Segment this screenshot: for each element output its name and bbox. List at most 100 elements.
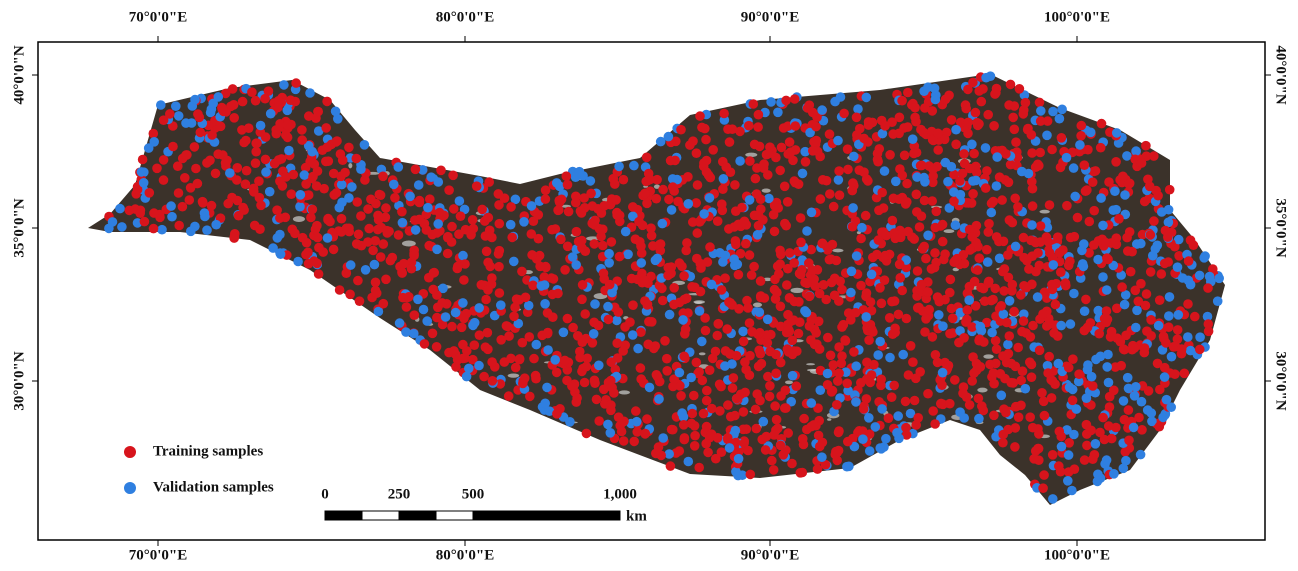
sample-dot — [1186, 280, 1196, 290]
sample-dot — [816, 194, 826, 204]
sample-dot — [398, 218, 408, 228]
sample-dot — [324, 156, 334, 166]
sample-dot — [606, 406, 616, 416]
sample-dot — [603, 302, 613, 312]
sample-dot — [715, 380, 725, 390]
sample-dot — [676, 391, 686, 401]
sample-dot — [428, 329, 438, 339]
sample-dot — [577, 295, 587, 305]
sample-dot — [521, 293, 531, 303]
sample-dot — [751, 405, 761, 415]
sample-dot — [861, 211, 871, 221]
sample-dot — [1080, 306, 1090, 316]
sample-dot — [458, 340, 468, 350]
sample-dot — [1008, 280, 1018, 290]
sample-dot — [229, 100, 239, 110]
sample-dot — [1166, 402, 1176, 412]
sample-dot — [690, 441, 700, 451]
sample-dot — [1075, 140, 1085, 150]
sample-dot — [776, 358, 786, 368]
sample-dot — [821, 295, 831, 305]
sample-dot — [432, 245, 442, 255]
sample-dot — [720, 273, 730, 283]
sample-dot — [717, 199, 727, 209]
sample-dot — [867, 270, 877, 280]
sample-dot — [485, 262, 495, 272]
sample-dot — [992, 232, 1002, 242]
sample-dot — [1057, 133, 1067, 143]
sample-dot — [823, 333, 833, 343]
sample-dot — [1146, 230, 1156, 240]
sample-dot — [658, 433, 668, 443]
sample-dot — [1063, 476, 1073, 486]
sample-dot — [540, 399, 550, 409]
sample-dot — [1143, 175, 1153, 185]
sample-dot — [331, 107, 341, 117]
sample-dot — [1037, 388, 1047, 398]
sample-dot — [745, 250, 755, 260]
sample-dot — [767, 456, 777, 466]
sample-dot — [1077, 121, 1087, 131]
sample-dot — [620, 322, 630, 332]
sample-dot — [1098, 272, 1108, 282]
sample-dot — [639, 276, 649, 286]
sample-dot — [1155, 295, 1165, 305]
sample-dot — [466, 230, 476, 240]
sample-dot — [198, 197, 208, 207]
sample-dot — [887, 392, 897, 402]
sample-dot — [1098, 221, 1108, 231]
sample-dot — [943, 177, 953, 187]
sample-dot — [255, 224, 265, 234]
sample-dot — [857, 223, 867, 233]
sample-dot — [1047, 145, 1057, 155]
sample-dot — [951, 140, 961, 150]
sample-dot — [741, 239, 751, 249]
sample-dot — [1021, 384, 1031, 394]
sample-dot — [749, 262, 759, 272]
sample-dot — [930, 263, 940, 273]
sample-dot — [572, 393, 582, 403]
sample-dot — [604, 249, 614, 259]
sample-dot — [422, 316, 432, 326]
sample-dot — [1105, 392, 1115, 402]
sample-dot — [1038, 483, 1048, 493]
sample-dot — [453, 262, 463, 272]
sample-dot — [745, 370, 755, 380]
sample-dot — [241, 179, 251, 189]
sample-dot — [481, 342, 491, 352]
sample-dot — [836, 92, 846, 102]
sample-dot — [1040, 411, 1050, 421]
sample-dot — [884, 413, 894, 423]
sample-dot — [256, 121, 266, 131]
sample-dot — [690, 431, 700, 441]
sample-dot — [702, 386, 712, 396]
snow — [944, 229, 955, 233]
sample-dot — [766, 97, 776, 107]
sample-dot — [843, 437, 853, 447]
sample-dot — [708, 145, 718, 155]
sample-dot — [353, 276, 363, 286]
sample-dot — [637, 258, 647, 268]
sample-dot — [433, 219, 443, 229]
sample-dot — [117, 222, 127, 232]
sample-dot — [159, 175, 169, 185]
sample-dot — [397, 268, 407, 278]
sample-dot — [811, 328, 821, 338]
sample-dot — [191, 164, 201, 174]
map: 70°0'0"E80°0'0"E90°0'0"E100°0'0"E70°0'0"… — [0, 0, 1298, 566]
sample-dot — [642, 414, 652, 424]
sample-dot — [873, 350, 883, 360]
sample-dot — [540, 299, 550, 309]
snow — [791, 288, 804, 293]
sample-dot — [976, 322, 986, 332]
sample-dot — [717, 447, 727, 457]
sample-dot — [987, 328, 997, 338]
sample-dot — [563, 180, 573, 190]
sample-dot — [1076, 131, 1086, 141]
sample-dot — [1125, 227, 1135, 237]
sample-dot — [149, 224, 159, 234]
sample-dot — [823, 369, 833, 379]
sample-dot — [1056, 267, 1066, 277]
sample-dot — [1126, 267, 1136, 277]
snow — [762, 189, 771, 193]
